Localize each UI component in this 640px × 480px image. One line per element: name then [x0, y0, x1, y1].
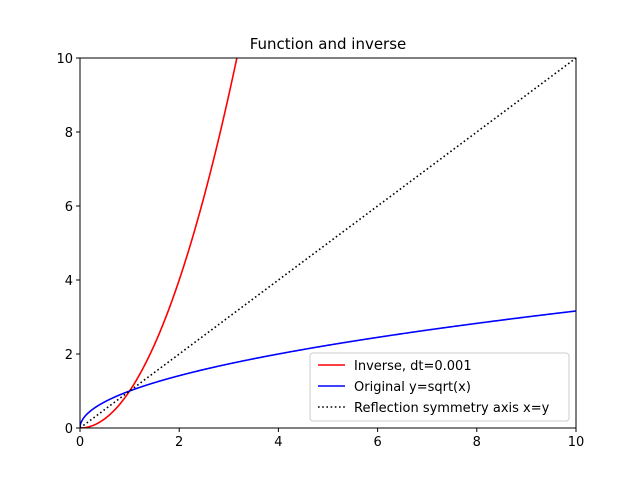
- plot-area: [79, 57, 577, 429]
- x-axis: 0 2 4 6 8 10: [76, 428, 584, 450]
- legend-label: Reflection symmetry axis x=y: [354, 401, 550, 416]
- legend-label: Original y=sqrt(x): [354, 380, 471, 395]
- y-tick-label: 8: [65, 126, 73, 141]
- y-tick-label: 4: [65, 274, 73, 289]
- x-tick-label: 10: [568, 435, 585, 450]
- legend-label: Inverse, dt=0.001: [354, 359, 472, 374]
- y-tick-label: 0: [65, 422, 73, 437]
- x-tick-label: 2: [175, 435, 183, 450]
- series-layer: [80, 58, 576, 428]
- series-line-1: [80, 58, 238, 428]
- y-tick-label: 10: [56, 52, 73, 67]
- x-tick-label: 6: [373, 435, 381, 450]
- axes-frame: [79, 57, 577, 429]
- series-line-2: [80, 310, 576, 428]
- chart-title: Function and inverse: [250, 35, 407, 53]
- x-tick-label: 0: [76, 435, 84, 450]
- legend-box: [309, 352, 570, 422]
- y-tick-label: 6: [65, 200, 73, 215]
- legend: Inverse, dt=0.001 Original y=sqrt(x) Refle…: [309, 352, 570, 422]
- y-axis: 0 2 4 6 8 10: [56, 52, 80, 437]
- x-tick-label: 4: [274, 435, 282, 450]
- x-tick-label: 8: [473, 435, 481, 450]
- y-tick-label: 2: [65, 348, 73, 363]
